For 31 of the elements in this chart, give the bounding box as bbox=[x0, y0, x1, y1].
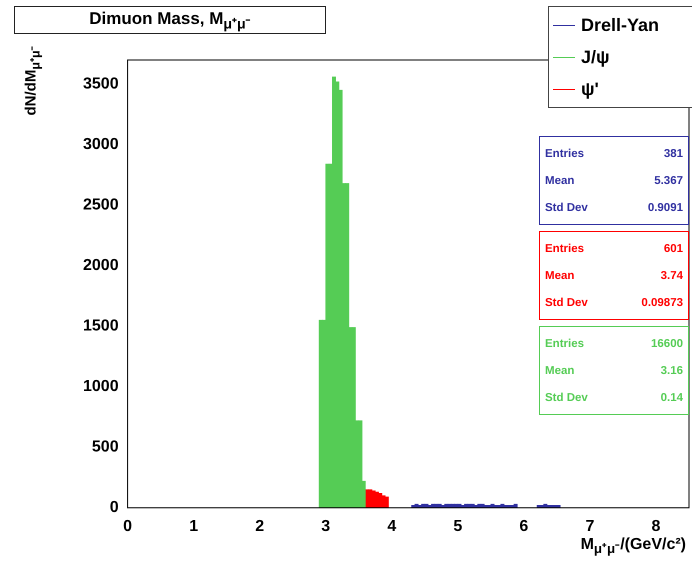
chart-title: Dimuon Mass, M$_{μ⁺μ⁻}$ bbox=[14, 6, 326, 34]
x-tick-label: 4 bbox=[387, 518, 396, 535]
text: Mean 3.74 bbox=[545, 270, 683, 282]
x-tick-label: 8 bbox=[652, 518, 661, 535]
x-tick-label: 1 bbox=[189, 518, 198, 535]
x-tick-label: 2 bbox=[255, 518, 264, 535]
text: Std Dev 0.09873 bbox=[545, 296, 683, 308]
y-tick-label: 2500 bbox=[83, 196, 119, 214]
x-tick-label: 5 bbox=[453, 518, 462, 535]
text: Std Dev 0.14 bbox=[545, 392, 683, 404]
x-tick-label: 7 bbox=[585, 518, 594, 535]
text: Entries 381 bbox=[545, 148, 683, 160]
y-tick-label: 0 bbox=[110, 499, 119, 516]
x-tick-label: 0 bbox=[123, 518, 132, 535]
text: Entries 16600 bbox=[545, 338, 683, 350]
text: Entries 601 bbox=[545, 242, 683, 254]
y-tick-label: 3500 bbox=[83, 76, 119, 93]
text: Mean 5.367 bbox=[545, 174, 683, 186]
x-tick-label: 3 bbox=[321, 518, 330, 535]
y-tick-label: 2000 bbox=[83, 257, 119, 274]
x-axis-title: M$_{μ⁺μ⁻}$/(GeV/c²) bbox=[580, 536, 686, 558]
text: Std Dev 0.9091 bbox=[545, 202, 683, 214]
y-tick-label: 3000 bbox=[83, 136, 119, 154]
x-tick-label: 6 bbox=[519, 518, 528, 535]
y-tick-label: 500 bbox=[92, 438, 119, 456]
y-tick-label: 1000 bbox=[83, 378, 119, 396]
legend-label: J/ψ bbox=[581, 46, 610, 68]
text: Mean 3.16 bbox=[545, 364, 683, 376]
legend-label: ψ' bbox=[581, 78, 599, 100]
y-tick-label: 1500 bbox=[83, 318, 119, 335]
legend-label: Drell-Yan bbox=[581, 14, 660, 36]
